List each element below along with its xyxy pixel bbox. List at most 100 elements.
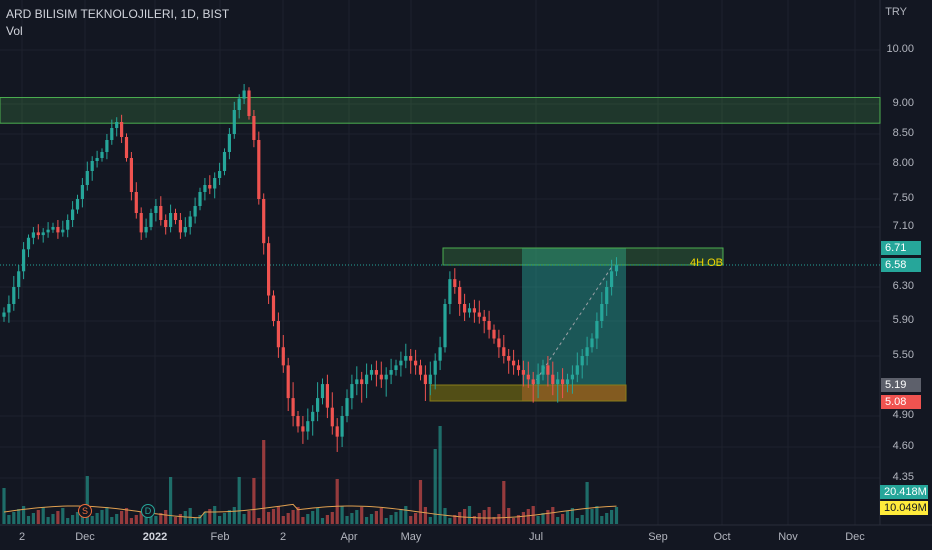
candle-body [507,356,511,361]
volume-bar [316,508,320,524]
time-label: Dec [75,531,95,543]
candle-body [169,213,173,227]
candle-body [95,158,99,161]
candle-body [75,199,80,210]
volume-bar [115,514,119,524]
volume-bar [605,513,609,524]
volume-bars [2,426,619,524]
order-block-zone [442,247,724,266]
volume-ma-tag: 10.049M [880,501,928,515]
candle-body [110,128,114,140]
volume-indicator-label[interactable]: Vol [6,24,23,38]
volume-bar [262,440,266,524]
price-label: 7.10 [892,220,914,232]
candle-body [301,426,305,432]
candle-body [237,98,241,110]
volume-bar [379,508,383,524]
candle-body [203,185,207,192]
volume-bar [46,517,50,524]
candle-body [546,365,550,375]
price-label: 7.50 [892,192,914,204]
candle-body [365,374,369,385]
candle-body [271,295,276,321]
candle-body [580,356,584,366]
volume-bar [267,512,271,524]
volume-bar [394,512,398,524]
price-label: 5.50 [892,349,914,361]
volume-bar [311,511,315,524]
volume-bar [477,513,481,524]
volume-bar [502,481,506,524]
dividend-marker-icon[interactable]: D [141,504,155,518]
candle-body [173,213,178,220]
volume-bar [61,508,65,524]
candle-body [360,379,364,385]
candle-body [600,304,604,321]
candle-body [472,308,476,313]
candle-body [2,312,6,317]
volume-bar [7,515,11,524]
volume-bar [320,518,325,524]
price-tag-target: 6.71 [881,241,921,255]
candle-body [276,321,280,348]
volume-bar [595,506,599,524]
candle-body [590,338,594,348]
candle-body [71,209,75,220]
candle-body [595,321,599,339]
candle-body [536,374,540,385]
volume-bar [438,426,442,524]
volume-bar [178,514,182,524]
candle-body [428,374,432,385]
volume-bar [546,510,550,524]
candle-body [286,365,290,399]
volume-bar [2,488,6,524]
volume-bar [188,508,192,524]
volume-bar [399,509,403,524]
price-label: 4.90 [892,409,914,421]
candle-body [433,360,437,375]
candle-body [267,243,271,296]
candle-body [242,90,246,99]
volume-ma-line [3,503,617,519]
candle-body [399,360,403,366]
volume-bar [472,516,476,524]
volume-bar [198,515,202,524]
volume-bar [492,517,496,524]
candle-body [227,134,231,152]
volume-bar [95,513,99,524]
price-label: 8.00 [892,157,914,169]
volume-bar [448,518,452,524]
volume-bar [570,508,574,524]
split-marker-icon[interactable]: S [78,504,92,518]
time-label: 2 [279,531,287,543]
volume-bar [90,516,94,524]
candle-body [448,279,452,304]
order-block-label[interactable]: 4H OB [690,257,724,269]
candle-body [374,370,378,375]
candle-body [46,229,50,233]
candle-body [51,227,55,230]
candle-body [556,379,560,385]
price-label: 4.35 [892,471,914,483]
candle-body [311,411,315,422]
volume-bar [66,518,70,524]
candle-body [149,213,153,227]
candle-body [66,220,70,230]
candle-body [526,374,530,380]
time-label: May [400,531,422,543]
volume-bar [22,506,26,524]
symbol-title[interactable]: ARD BILISIM TEKNOLOJILERI, 1D, BIST [6,7,230,21]
volume-bar [458,512,462,524]
volume-bar [443,508,447,524]
volume-bar [330,512,334,524]
volume-bar [56,511,60,524]
volume-bar [237,477,241,524]
volume-bar [516,515,521,524]
volume-bar [365,517,369,524]
volume-bar [428,517,432,524]
time-label: Feb [210,531,230,543]
volume-bar [497,514,501,524]
volume-bar [208,509,212,524]
volume-bar [100,510,104,524]
